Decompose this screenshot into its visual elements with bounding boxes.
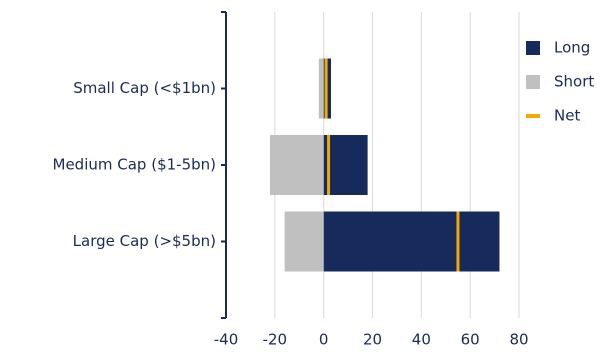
legend-label: Net (554, 107, 580, 125)
legend-swatch (526, 114, 540, 118)
bar (323, 135, 368, 195)
legend-swatch (526, 75, 540, 89)
x-tick-label: 20 (363, 331, 382, 349)
x-tick-label: 60 (461, 331, 480, 349)
legend-label: Long (554, 39, 590, 57)
x-tick-label: 40 (412, 331, 431, 349)
legend-swatch (526, 41, 540, 55)
bar (284, 211, 324, 272)
bar (323, 211, 500, 272)
bar (318, 58, 324, 119)
y-tick-label: Large Cap (>$5bn) (73, 232, 216, 250)
x-tick-label: 80 (509, 331, 528, 349)
bar (269, 135, 324, 195)
x-tick-label: -40 (214, 331, 239, 349)
x-tick-label: -20 (263, 331, 288, 349)
y-tick-label: Small Cap (<$1bn) (73, 79, 216, 97)
y-tick-label: Medium Cap ($1-5bn) (53, 156, 216, 174)
legend-label: Short (554, 73, 594, 91)
x-tick-label: 0 (319, 331, 329, 349)
